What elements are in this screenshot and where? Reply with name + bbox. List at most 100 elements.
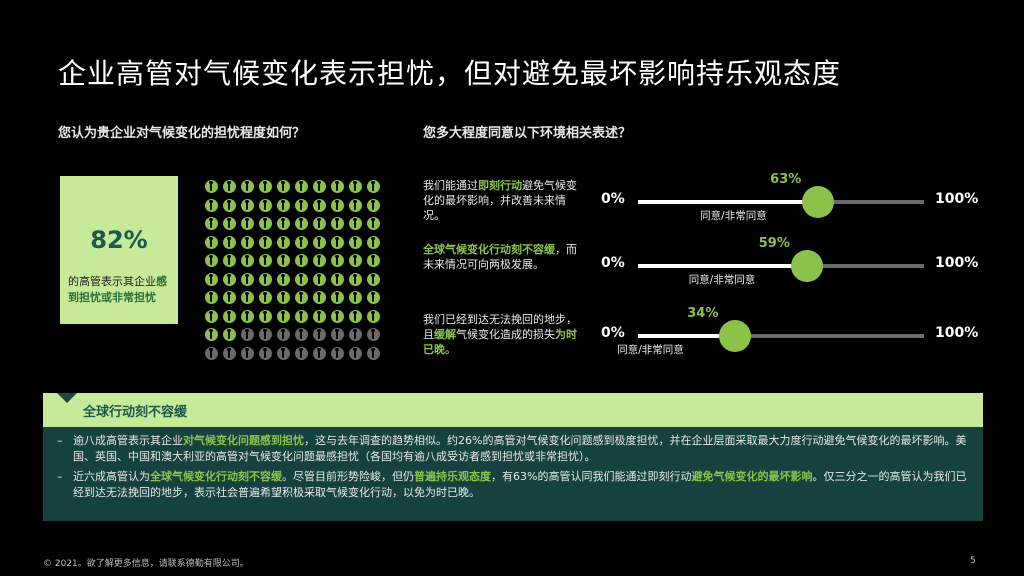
person-icon: [241, 328, 254, 341]
person-icon: [295, 235, 308, 249]
person-icon: [223, 217, 236, 230]
stat-text-highlight: 感到担忧或非常担忧: [68, 275, 167, 304]
person-icon: [331, 217, 344, 230]
person-icon: [277, 235, 290, 249]
summary-panel-heading: 全球行动刻不容缓: [83, 405, 188, 420]
slider-value-label: 59%: [758, 236, 790, 251]
bullet-part: 。仅三分之一的高管认为我们已经到达无法挽回的地步，表示社会普遍希望积极采取气候变…: [73, 470, 967, 499]
person-icon: [331, 272, 344, 286]
person-icon: [241, 346, 254, 360]
page-number: 5: [970, 556, 976, 566]
slider-min-label: 0%: [601, 255, 625, 271]
person-icon: [367, 254, 380, 267]
statement-part: 我们已经到达无法挽回的地步，且: [423, 313, 577, 341]
person-icon: [205, 309, 218, 323]
person-icon: [367, 291, 380, 304]
person-icon: [205, 198, 218, 212]
slider-max-label: 100%: [935, 191, 979, 207]
slider-min-label: 0%: [601, 325, 625, 341]
stat-value: 82%: [90, 226, 148, 254]
statement-part: 。: [445, 343, 456, 356]
person-icon: [205, 346, 218, 360]
bullet-highlight: 避免气候变化的最坏影响: [691, 470, 813, 483]
person-icon: [205, 217, 218, 230]
person-icon: [241, 235, 254, 249]
statement-part: 避免气候变化的最坏影响，并改善未来情况。: [423, 179, 577, 222]
person-icon: [313, 328, 326, 341]
stat-text-pre: 的高管表示其企业: [68, 275, 156, 288]
person-icon: [349, 198, 362, 212]
slider-fill: [638, 334, 736, 338]
summary-bullet: – 近六成高管认为全球气候变化行动刻不容缓。尽管目前形势险峻，但仍普遍持乐观态度，…: [57, 469, 967, 501]
slider-max-label: 100%: [935, 325, 979, 341]
slider-max-label: 100%: [935, 255, 979, 271]
slider-agree-label: 同意/非常同意: [617, 344, 684, 356]
person-icon: [259, 346, 272, 360]
person-icon: [313, 180, 326, 193]
bullet-text: 逾八成高管表示其企业对气候变化问题感到担忧，这与去年调查的趋势相似。约26%的高…: [73, 433, 967, 465]
slider-agree-label: 同意/非常同意: [700, 210, 767, 222]
statement-highlight: 为时已晚: [423, 328, 577, 356]
person-icon: [331, 328, 344, 341]
summary-bullet: – 逾八成高管表示其企业对气候变化问题感到担忧，这与去年调查的趋势相似。约26%的…: [57, 433, 967, 465]
person-icon: [349, 291, 362, 304]
statement-highlight: 全球气候变化行动刻不容缓: [423, 243, 555, 256]
slider-row: 我们能通过即刻行动避免气候变化的最坏影响，并改善未来情况。 0% 100% 63% 同意…: [423, 172, 983, 238]
person-icon: [277, 272, 290, 286]
slider-row: 我们已经到达无法挽回的地步，且缓解气候变化造成的损失为时已晚。 0% 100% 34%…: [423, 306, 983, 372]
person-icon: [205, 328, 218, 341]
person-icon: [295, 309, 308, 323]
person-icon: [205, 291, 218, 304]
panel-notch: [57, 393, 77, 403]
person-icon: [277, 328, 290, 341]
person-icon: [241, 198, 254, 212]
person-icon: [313, 217, 326, 230]
person-icon: [259, 180, 272, 193]
person-icon: [259, 309, 272, 323]
person-icon: [313, 272, 326, 286]
person-icon: [331, 291, 344, 304]
person-icon: [295, 180, 308, 193]
person-icon: [223, 180, 236, 193]
person-icon: [331, 235, 344, 249]
bullet-text: 近六成高管认为全球气候变化行动刻不容缓。尽管目前形势险峻，但仍普遍持乐观态度，有…: [73, 469, 967, 501]
slider-fill: [638, 264, 807, 268]
statement-text: 全球气候变化行动刻不容缓，而未来情况可向两极发展。: [423, 242, 583, 272]
person-icon: [367, 272, 380, 286]
statement-text: 我们已经到达无法挽回的地步，且缓解气候变化造成的损失为时已晚。: [423, 312, 583, 357]
person-icon: [349, 235, 362, 249]
person-icon: [223, 328, 236, 341]
person-icon: [277, 346, 290, 360]
person-icon: [313, 309, 326, 323]
person-icon: [313, 291, 326, 304]
person-icon: [295, 272, 308, 286]
person-icon: [331, 346, 344, 360]
statement-text: 我们能通过即刻行动避免气候变化的最坏影响，并改善未来情况。: [423, 178, 583, 223]
statement-highlight: 即刻行动: [478, 179, 522, 192]
person-icon: [277, 309, 290, 323]
person-icon: [277, 291, 290, 304]
page-title: 企业高管对气候变化表示担忧，但对避免最坏影响持乐观态度: [58, 57, 842, 90]
person-icon: [367, 180, 380, 193]
bullet-part: ，这与去年调查的趋势相似。约26%的高管对气候变化问题感到极度担忧，并在企业层面…: [73, 434, 967, 463]
bullet-highlight: 普遍持乐观态度: [414, 470, 491, 483]
person-icon: [259, 235, 272, 249]
person-icon: [259, 272, 272, 286]
person-icon: [259, 291, 272, 304]
person-icon: [223, 235, 236, 249]
bullet-dash: –: [57, 434, 63, 447]
person-icon: [313, 235, 326, 249]
left-question: 您认为贵企业对气候变化的担忧程度如何？: [58, 126, 306, 141]
statement-part: 我们能通过: [423, 179, 478, 192]
slider-knob: [719, 320, 752, 352]
person-icon: [349, 272, 362, 286]
person-icon: [349, 217, 362, 230]
person-icon: [277, 180, 290, 193]
person-icon: [259, 254, 272, 267]
person-icon: [349, 309, 362, 323]
slider-knob: [802, 186, 835, 218]
person-icon: [241, 272, 254, 286]
person-icon: [259, 217, 272, 230]
bullet-part: 逾八成高管表示其企业: [73, 434, 183, 447]
bullet-part: 。尽管目前形势险峻，但仍: [282, 470, 414, 483]
